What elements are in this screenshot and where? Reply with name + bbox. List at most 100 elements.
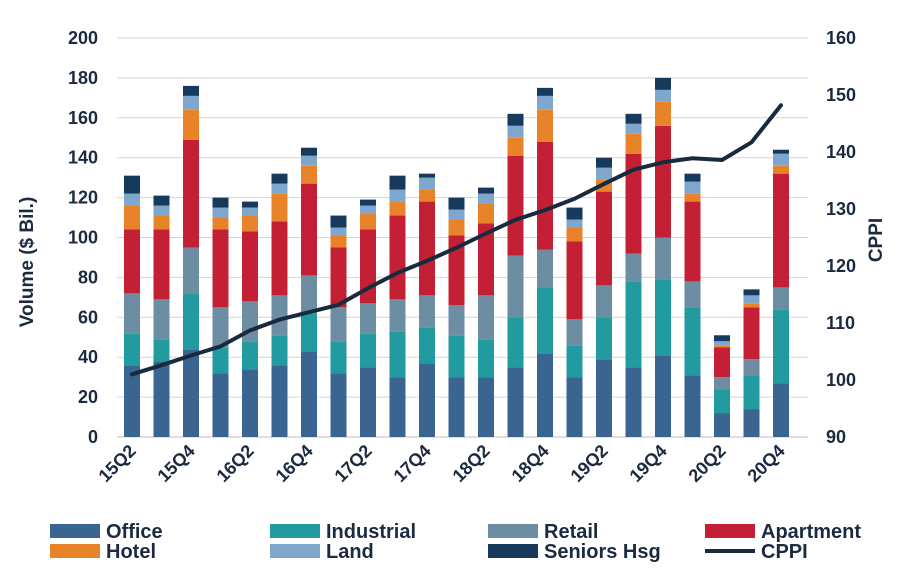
legend-swatch (50, 544, 100, 558)
bar-office (183, 349, 199, 437)
bar-land (448, 209, 465, 220)
bar-land (537, 95, 553, 110)
cppi-line-layer (130, 103, 783, 377)
bar-industrial (271, 335, 288, 366)
bar-industrial (625, 281, 642, 368)
x-tick-label: 19Q4 (626, 441, 671, 486)
cppi-line (130, 103, 783, 377)
x-tick-label: 20Q2 (685, 441, 730, 486)
bar-office (271, 365, 288, 437)
bar-apartment (714, 347, 730, 378)
bar-seniors-hsg (301, 147, 317, 156)
y2-axis-title: CPPI (866, 218, 887, 262)
bar-industrial (124, 333, 140, 366)
bar-industrial (183, 293, 199, 350)
bar-industrial (330, 341, 347, 374)
bar-hotel (773, 165, 789, 174)
bar-seniors-hsg (655, 77, 671, 90)
bar-retail (596, 285, 612, 318)
legend-label: Apartment (761, 521, 861, 543)
bar-seniors-hsg (183, 85, 199, 96)
bar-seniors-hsg (773, 149, 789, 154)
bar-industrial (537, 287, 553, 354)
bar-apartment (389, 215, 406, 300)
bar-seniors-hsg (242, 201, 258, 208)
bar-apartment (507, 155, 524, 256)
bar-seniors-hsg (330, 215, 347, 228)
bar-office (448, 377, 465, 437)
bar-land (684, 181, 701, 194)
y2-tick-label: 90 (826, 427, 846, 447)
bar-industrial (448, 335, 465, 378)
legend: Office Industrial Retail Apartment Hotel Land… (50, 521, 861, 563)
bar-apartment (596, 191, 612, 286)
bar-retail (212, 307, 229, 348)
legend-item: Seniors Hsg (488, 541, 661, 563)
bar-land (124, 193, 140, 206)
x-tick-label: 17Q2 (331, 441, 376, 486)
y2-tick-label: 120 (826, 256, 856, 276)
bar-industrial (566, 345, 583, 378)
bar-land (596, 167, 612, 180)
bar-apartment (566, 241, 583, 320)
bar-apartment (537, 141, 553, 250)
bar-seniors-hsg (153, 195, 170, 206)
bar-office (655, 355, 671, 437)
bar-apartment (419, 201, 435, 296)
bar-seniors-hsg (537, 87, 553, 96)
x-tick-label: 15Q2 (95, 441, 140, 486)
bar-land (714, 341, 730, 346)
bar-retail (389, 299, 406, 332)
bar-apartment (242, 231, 258, 302)
bar-seniors-hsg (596, 157, 612, 168)
bar-seniors-hsg (271, 173, 288, 184)
bar-industrial (153, 339, 170, 362)
bar-land (242, 207, 258, 216)
bar-hotel (507, 137, 524, 156)
bar-retail (301, 275, 317, 314)
legend-item: Office (50, 521, 163, 543)
y-tick-label: 180 (68, 68, 98, 88)
x-tick-label: 16Q4 (272, 441, 317, 486)
legend-swatch (488, 544, 538, 558)
bar-seniors-hsg (478, 187, 494, 194)
bar-land (389, 189, 406, 202)
bar-retail (124, 293, 140, 334)
bar-office (212, 373, 229, 437)
bar-office (773, 383, 789, 437)
bar-office (301, 351, 317, 437)
bar-retail (448, 305, 465, 336)
bar-seniors-hsg (743, 289, 760, 296)
bar-office (419, 363, 435, 437)
bar-industrial (478, 339, 494, 378)
bar-hotel (389, 201, 406, 216)
bar-hotel (330, 235, 347, 248)
bar-retail (271, 295, 288, 336)
legend-label: Hotel (106, 541, 156, 563)
bar-industrial (773, 309, 789, 384)
bar-apartment (478, 223, 494, 296)
bar-retail (419, 295, 435, 328)
bar-hotel (419, 189, 435, 202)
x-tick-label: 15Q4 (154, 441, 199, 486)
bar-land (271, 183, 288, 194)
bar-retail (330, 307, 347, 342)
bar-apartment (448, 235, 465, 306)
bar-land (507, 125, 524, 138)
bar-land (419, 177, 435, 190)
bar-industrial (419, 327, 435, 364)
bar-seniors-hsg (625, 113, 642, 124)
legend-label: Land (326, 541, 374, 563)
bar-seniors-hsg (124, 175, 140, 194)
bar-retail (625, 253, 642, 282)
y2-tick-label: 150 (826, 85, 856, 105)
y-tick-label: 40 (78, 347, 98, 367)
legend-item: CPPI (705, 541, 808, 563)
bar-industrial (743, 375, 760, 410)
bar-office (625, 367, 642, 437)
legend-label: Industrial (326, 521, 416, 543)
y-tick-label: 100 (68, 228, 98, 248)
bar-retail (153, 299, 170, 340)
bar-hotel (448, 219, 465, 236)
